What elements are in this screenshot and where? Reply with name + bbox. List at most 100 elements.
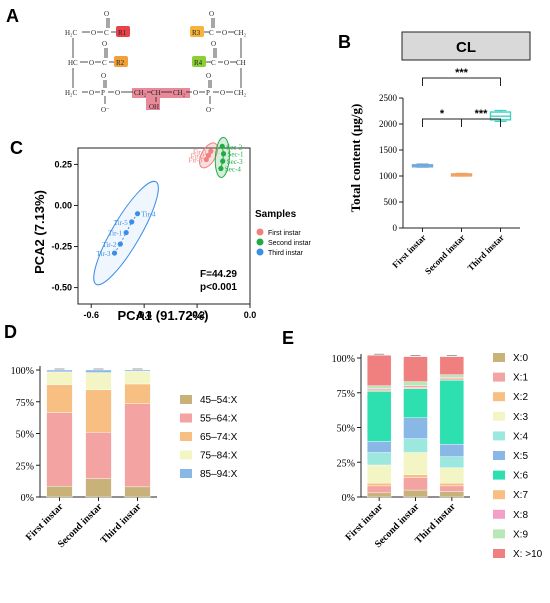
- pca-point: [205, 152, 212, 158]
- pca-point: [129, 219, 135, 225]
- pca-legend-marker-second-instar: [256, 238, 264, 246]
- pca-point-label: Tir-3: [97, 250, 111, 258]
- struct-c2: C: [102, 59, 107, 67]
- struct-p2-ominus: O⁻: [206, 106, 215, 114]
- pca-plot-frame: [77, 147, 251, 305]
- d-legend-swatch-55-64-x: [180, 413, 192, 423]
- struct-o5: O: [193, 89, 198, 97]
- e-bar-segment-x-0: [403, 489, 428, 498]
- glycerol-backbone-highlight: [132, 88, 190, 98]
- struct-ch2-left: CH₂: [134, 89, 147, 97]
- pca-legend-label-second-instar: Second instar: [268, 240, 311, 247]
- struct-o6: O: [220, 89, 225, 97]
- e-bar-segment-x-1: [366, 485, 392, 494]
- significance-bracket: [422, 118, 462, 127]
- r3-highlight: [190, 26, 204, 37]
- d-x-tick-label: Third instar: [99, 501, 144, 546]
- struct-c1: C: [104, 29, 109, 37]
- pca-y-label: PCA2 (7.13%): [32, 190, 47, 274]
- d-y-tick-label: 50%: [16, 430, 34, 441]
- d-x-tick-label: First instar: [24, 501, 66, 543]
- e-bar-segment-x-0: [439, 491, 465, 498]
- d-legend-label-45-54-x: 45–54:X: [200, 395, 238, 406]
- panel-letter-b: B: [338, 32, 351, 52]
- d-y-tick-label: 75%: [16, 398, 34, 409]
- pca-y-tick-label: -0.50: [51, 283, 72, 293]
- pca-legend-marker-third-instar: [256, 248, 264, 256]
- struct-r4: R4: [194, 59, 203, 67]
- pca-point: [218, 165, 224, 172]
- pca-x-tick-label: 0.0: [244, 310, 257, 320]
- d-bar-segment-65-74-x: [46, 384, 73, 413]
- d-bar-segment-75-84-x: [85, 372, 112, 390]
- box-x-tick-label: Second instar: [423, 232, 467, 276]
- d-bar-segment-85-94-x: [46, 369, 73, 373]
- e-legend-label-x-2: X:2: [513, 392, 528, 403]
- pca-point: [203, 156, 209, 163]
- box-title-strip: [401, 31, 531, 61]
- struct-right-h2c-bottom: CH₂: [234, 89, 247, 97]
- e-bar-segment-x-7: [366, 389, 392, 392]
- struct-left-hc: HC: [68, 59, 78, 67]
- e-legend-label-x-10: X: >10: [513, 549, 543, 560]
- cardiolipin-structure: H₂C HC H₂C O C O R1 O C O R2 O P O: [65, 10, 247, 114]
- d-bar-segment-55-64-x: [85, 432, 112, 479]
- e-bar-segment-x-5: [439, 443, 465, 457]
- struct-o8: O: [224, 59, 229, 67]
- e-legend-swatch-x-0: [493, 353, 505, 362]
- pca-point-label: Sec-3: [227, 158, 243, 166]
- r4-highlight: [192, 56, 206, 67]
- e-bar-segment-x-9: [439, 374, 465, 378]
- e-bar-segment-x-7: [403, 386, 428, 389]
- box-y-label: Total content (μg/g): [348, 104, 363, 213]
- d-legend-label-55-64-x: 55–64:X: [200, 414, 238, 425]
- pca-legend-marker-first-instar: [256, 228, 264, 236]
- significance-label: ***: [475, 108, 489, 120]
- struct-p1-oxo: O: [101, 72, 106, 80]
- pca-point: [219, 143, 225, 149]
- struct-ch: CH: [151, 89, 161, 97]
- struct-right-hc: CH: [236, 59, 246, 67]
- d-legend-label-65-74-x: 65–74:X: [200, 432, 238, 443]
- pca-legend-title: Samples: [255, 209, 297, 220]
- pca-point: [123, 229, 129, 236]
- e-bar-segment-x-6: [366, 391, 392, 442]
- d-legend-swatch-75-84-x: [180, 450, 192, 460]
- e-legend-label-x-7: X:7: [513, 490, 528, 501]
- box-y-tick-label: 1500: [379, 145, 398, 155]
- d-legend-label-75-84-x: 75–84:X: [200, 451, 238, 462]
- struct-r2: R2: [116, 59, 125, 67]
- d-bar-segment-45-54-x: [124, 486, 151, 498]
- e-bar-segment-x-8: [403, 385, 428, 388]
- e-bar-segment-x-5: [403, 417, 428, 439]
- struct-right-h2c: CH₂: [234, 29, 247, 37]
- struct-o2: O: [89, 59, 94, 67]
- e-bar-segment-x-10: [366, 355, 392, 387]
- panel-letter-a: A: [6, 6, 19, 26]
- d-legend-label-85-94-x: 85–94:X: [200, 469, 238, 480]
- e-legend-swatch-x-8: [493, 509, 505, 519]
- e-legend-label-x-3: X:3: [513, 412, 528, 423]
- struct-o4: O: [115, 89, 120, 97]
- d-legend-swatch-85-94-x: [180, 469, 192, 478]
- pca-point: [208, 148, 214, 154]
- struct-p1-ominus: O⁻: [101, 106, 110, 114]
- pca-x-label: PCA1 (91.72%): [117, 308, 208, 323]
- e-bar-segment-x-3: [366, 464, 392, 484]
- pca-point: [134, 211, 141, 217]
- box-y-tick-label: 2000: [379, 119, 398, 129]
- e-legend-label-x-1: X:1: [513, 373, 528, 384]
- e-y-tick-label: 75%: [337, 389, 355, 400]
- e-legend-label-x-0: X:0: [513, 353, 528, 364]
- e-legend-swatch-x-9: [493, 529, 505, 539]
- e-legend-swatch-x-7: [493, 490, 505, 500]
- e-bar-segment-x-5: [366, 441, 392, 453]
- pca-point: [220, 151, 227, 157]
- e-y-tick-label: 0%: [342, 493, 355, 504]
- e-bar-segment-x-1: [403, 477, 428, 491]
- e-legend-label-x-4: X:4: [513, 431, 528, 442]
- pca-point-label: Tir-1: [108, 230, 122, 238]
- struct-o7: O: [222, 29, 227, 37]
